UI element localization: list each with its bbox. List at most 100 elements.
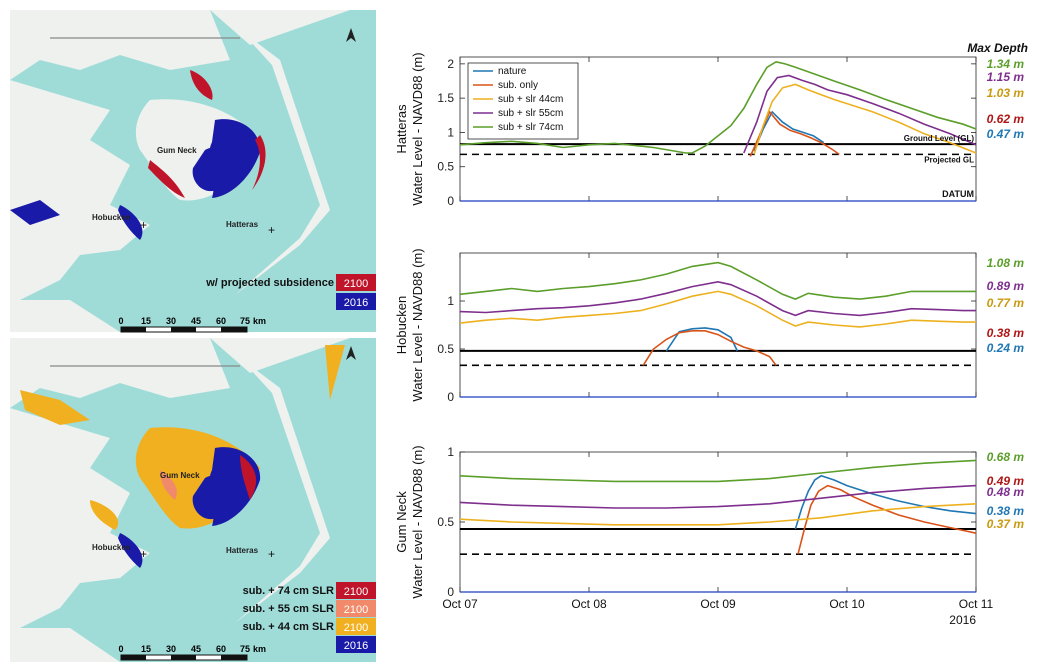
place-label: Hobucken [92, 213, 131, 222]
barrier-island [235, 30, 330, 295]
max-depth-value: 0.37 m [987, 517, 1025, 531]
series-line-nature [753, 110, 825, 152]
legend-swatch-55cm [336, 600, 376, 617]
north-arrow-icon [346, 28, 356, 42]
max-depth-value: 0.48 m [987, 485, 1025, 499]
max-depth-value: 0.49 m [987, 474, 1025, 488]
scale-tick: 45 [191, 644, 201, 654]
series-line-sub-slr-44cm [459, 503, 977, 526]
panel-label: Hatteras [394, 104, 409, 154]
inundation-2100 [252, 135, 266, 190]
cross-marker-icon: + [268, 223, 275, 237]
land-south [10, 628, 120, 662]
legend-year: 2016 [344, 297, 368, 309]
map-legend-title: w/ projected subsidence [205, 277, 334, 289]
land-northeast [210, 10, 350, 45]
x-tick-label: Oct 09 [700, 597, 736, 611]
series-line-sub-slr-74cm [459, 459, 977, 483]
scale-tick: 75 [240, 316, 250, 326]
legend-label: sub. + 74 cm SLR [243, 585, 334, 597]
place-label: Hatteras [226, 546, 259, 555]
max-depth-title: Max Depth [967, 41, 1028, 55]
legend-swatch-2100 [336, 274, 376, 291]
scale-tick: 0 [118, 644, 123, 654]
max-depth-value: 0.68 m [987, 450, 1025, 464]
max-depth-value: 0.77 m [987, 296, 1025, 310]
legend-entry: sub + slr 74cm [498, 122, 563, 133]
legend-label: sub. + 44 cm SLR [243, 621, 334, 633]
legend-year: 2100 [344, 586, 368, 598]
scale-bar: 0 15 30 45 60 75 km [118, 316, 266, 333]
charts-panel: 0 0.5 1 1.5 2 Hatteras Water Level - NAVD88 (m… [394, 41, 1028, 627]
series-line-sub-slr-74cm [459, 261, 976, 300]
chart-0: 0 0.5 1 1.5 2 Hatteras Water Level - NAVD88 (m… [394, 52, 1024, 208]
scale-unit: km [253, 644, 266, 654]
inundation-hobucken [118, 533, 143, 568]
series-line-sub-slr-44cm [753, 83, 977, 155]
place-label: Gum Neck [157, 146, 197, 155]
inundation-44cm-north [20, 390, 90, 425]
y-tick-label: 0.5 [437, 160, 454, 174]
barrier-island [235, 358, 330, 623]
legend-label: sub. + 55 cm SLR [243, 603, 334, 615]
max-depth-value: 0.89 m [987, 279, 1025, 293]
map-bottom: Gum Neck Hobucken Hatteras + + sub. + 74… [10, 338, 376, 662]
y-axis-label: Water Level - NAVD88 (m) [410, 445, 425, 598]
series-line-nature [665, 327, 739, 352]
cross-marker-icon: + [268, 547, 275, 561]
y-tick-label: 1 [447, 294, 454, 308]
max-depth-value: 1.03 m [987, 86, 1025, 100]
max-depth-value: 1.15 m [987, 70, 1025, 84]
legend-year: 2100 [344, 622, 368, 634]
cross-marker-icon: + [140, 547, 147, 561]
north-arrow-icon [346, 346, 356, 360]
land-north [10, 10, 230, 80]
land-north [10, 338, 230, 408]
y-tick-label: 0.5 [437, 342, 454, 356]
y-tick-label: 0 [447, 194, 454, 208]
inundation-2100b [148, 160, 185, 198]
scale-unit: km [253, 316, 266, 326]
max-depth-value: 0.47 m [987, 127, 1025, 141]
scale-tick: 60 [216, 644, 226, 654]
projected-gl-annotation: Projected GL [924, 155, 974, 164]
chart-2: 0 0.5 1 Gum Neck Water Level - NAVD88 (m) 0.6… [394, 445, 1024, 627]
scale-tick: 15 [141, 316, 151, 326]
scale-tick: 30 [166, 316, 176, 326]
legend-entry: sub + slr 44cm [498, 94, 563, 105]
scale-tick: 0 [118, 316, 123, 326]
legend-swatch-2016 [336, 636, 376, 653]
y-tick-label: 1.5 [437, 91, 454, 105]
scale-tick: 15 [141, 644, 151, 654]
year-label: 2016 [949, 613, 976, 627]
y-tick-label: 2 [447, 57, 454, 71]
land-west [10, 408, 150, 628]
chart-1: 0 0.5 1 Hobucken Water Level - NAVD88 (m) 1.0… [394, 248, 1024, 404]
legend-swatch-44cm [336, 618, 376, 635]
max-depth-value: 0.24 m [987, 341, 1025, 355]
y-axis-label: Water Level - NAVD88 (m) [410, 248, 425, 401]
legend-entry: sub. only [498, 80, 538, 91]
max-depth-value: 1.34 m [987, 57, 1025, 71]
land-south [10, 300, 120, 332]
series-line-sub-slr-74cm [459, 60, 977, 154]
plot-frame [459, 252, 977, 398]
legend-swatch-2016 [336, 293, 376, 310]
y-tick-label: 0 [447, 390, 454, 404]
max-depth-value: 0.62 m [987, 112, 1025, 126]
datum-annotation: DATUM [942, 189, 974, 199]
x-tick-label: Oct 10 [829, 597, 865, 611]
y-tick-label: 1 [447, 445, 454, 459]
scale-tick: 60 [216, 316, 226, 326]
series-line-sub-only [797, 484, 977, 555]
series-line-nature [794, 474, 977, 530]
panel-label: Hobucken [394, 296, 409, 355]
series-line-sub-only [642, 329, 777, 366]
y-tick-label: 0 [447, 585, 454, 599]
inundation-2016b [192, 147, 226, 192]
scale-tick: 45 [191, 316, 201, 326]
map-top: Gum Neck Hobucken Hatteras + + w/ projec… [10, 10, 376, 333]
place-label: Gum Neck [160, 471, 200, 480]
x-tick-label: Oct 11 [959, 597, 994, 611]
x-tick-label: Oct 07 [442, 597, 478, 611]
